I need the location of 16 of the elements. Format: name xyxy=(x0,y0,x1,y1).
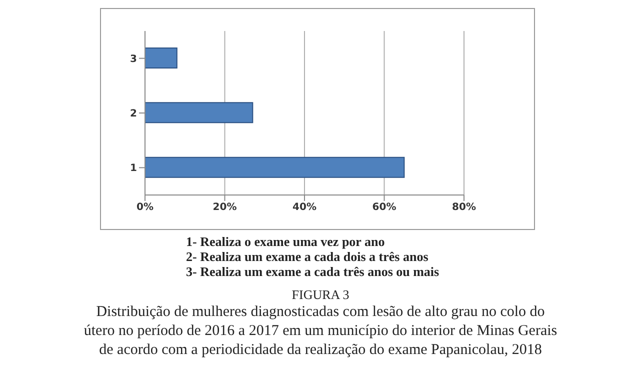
bar xyxy=(145,102,254,124)
bar xyxy=(145,156,405,178)
text: 1- Realiza o exame uma vez por ano xyxy=(186,234,386,249)
text: Distribuição de mulheres diagnosticadas com lesão de alto grau no colo do útero no período de 2016 a 2017 em um município do interior de Minas Gerais de acordo com a periodicidade da realização do exame Papanicolau, 2018 xyxy=(82,303,558,360)
y-tick-label: 1 xyxy=(130,163,138,174)
text: FIGURA 3 xyxy=(290,287,350,303)
x-tick-label: 40% xyxy=(292,202,316,214)
x-tick-label: 20% xyxy=(212,202,237,214)
x-tick-label: 0% xyxy=(136,202,154,214)
x-tick-label: 80% xyxy=(452,202,476,214)
text: 3- Realiza um exame a cada três anos ou mais xyxy=(186,264,440,279)
y-tick-label: 3 xyxy=(130,54,138,65)
x-tick-label: 60% xyxy=(372,202,396,214)
text: 2- Realiza um exame a cada dois a três anos xyxy=(186,249,430,264)
y-tick-label: 2 xyxy=(130,108,138,120)
bar xyxy=(145,48,178,68)
